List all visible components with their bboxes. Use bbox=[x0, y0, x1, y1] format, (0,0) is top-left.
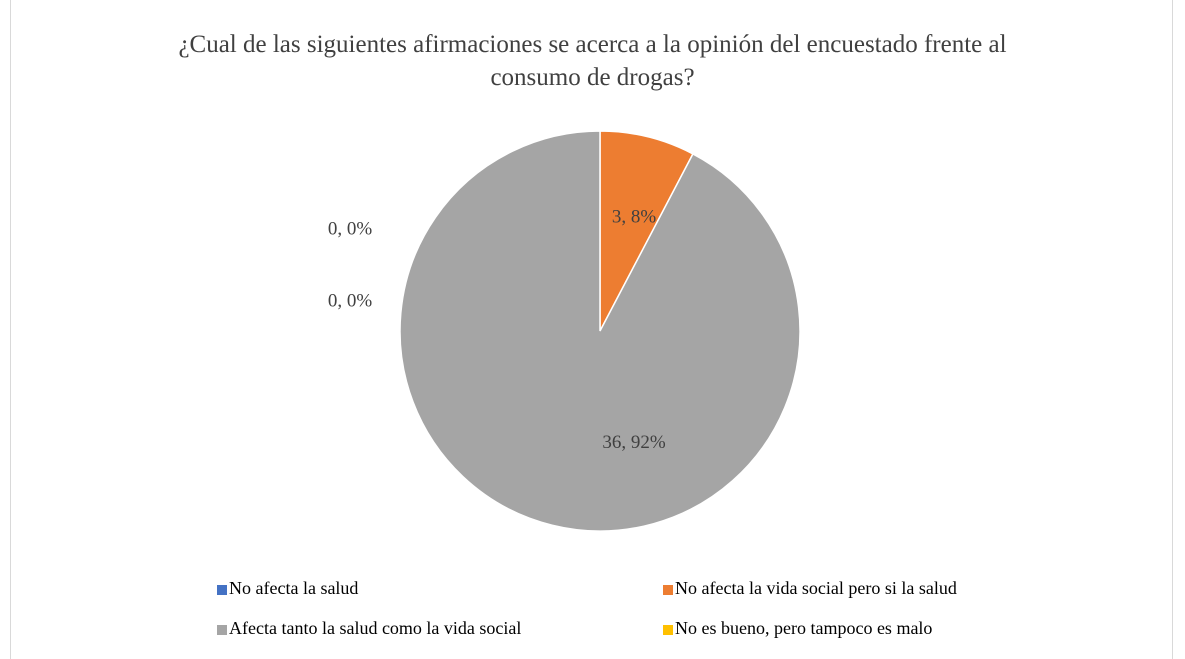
legend-label: No es bueno, pero tampoco es malo bbox=[675, 618, 932, 638]
data-label: 36, 92% bbox=[602, 432, 666, 453]
legend-label: No afecta la vida social pero si la salu… bbox=[675, 578, 957, 598]
chart-border bbox=[10, 0, 1173, 659]
pie-slice bbox=[399, 130, 801, 532]
legend-swatch bbox=[663, 585, 673, 595]
legend-swatch bbox=[217, 625, 227, 635]
title-box: ¿Cual de las siguientes afirmaciones se … bbox=[0, 28, 1185, 94]
chart-title: ¿Cual de las siguientes afirmaciones se … bbox=[178, 31, 1007, 91]
data-label: 3, 8% bbox=[612, 207, 657, 228]
legend-swatch bbox=[217, 585, 227, 595]
pie-slice bbox=[599, 130, 694, 332]
legend-label: Afecta tanto la salud como la vida socia… bbox=[229, 618, 521, 638]
data-label: 0, 0% bbox=[328, 218, 373, 239]
legend-label: No afecta la salud bbox=[229, 578, 358, 598]
legend-swatch bbox=[663, 625, 673, 635]
data-label: 0, 0% bbox=[328, 290, 373, 311]
